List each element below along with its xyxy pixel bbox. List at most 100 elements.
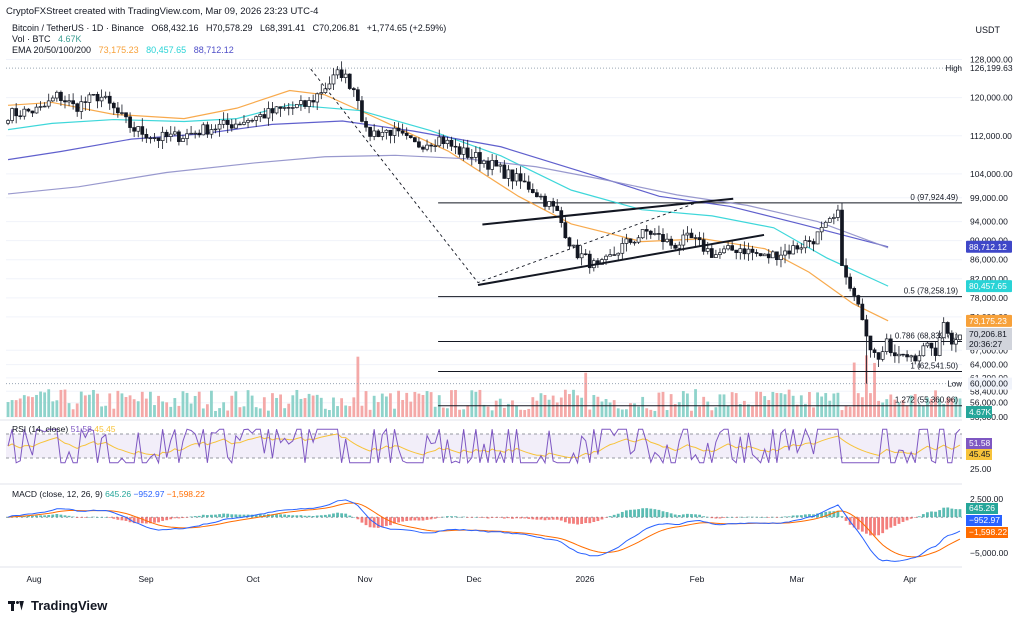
candle (453, 138, 458, 155)
x-tick-label: Dec (466, 574, 482, 584)
candle-body (461, 147, 466, 155)
macd-hist-bar (352, 517, 356, 518)
macd-hist-bar (771, 516, 775, 518)
volume-bar (726, 405, 730, 417)
volume-bar (153, 405, 156, 417)
volume-label[interactable]: Vol · BTC (12, 34, 51, 44)
candle (79, 95, 84, 120)
candle (758, 253, 763, 257)
macd-hist-bar (954, 509, 958, 518)
macd-hist-bar (462, 516, 466, 518)
volume-bar (368, 409, 372, 417)
volume-bar (409, 401, 413, 417)
macd-hist-bar (205, 515, 209, 518)
macd-hist-bar (124, 517, 128, 521)
candle-body (124, 112, 128, 118)
volume-bar (6, 402, 10, 417)
candle-body (205, 124, 210, 135)
macd-hist-bar (478, 517, 482, 518)
candle-body (14, 108, 19, 117)
volume-bar (319, 397, 323, 417)
tradingview-logo[interactable]: TradingView (8, 598, 107, 613)
macd-hist-bar (873, 517, 876, 536)
macd-hist-bar (401, 517, 405, 522)
candle-body (949, 333, 954, 345)
volume-bar (498, 398, 502, 417)
candle-body (888, 338, 893, 354)
candle (38, 101, 43, 111)
candle-body (140, 126, 145, 135)
candle-body (209, 129, 214, 135)
candle (628, 238, 633, 245)
candle (575, 239, 580, 260)
candle (99, 89, 104, 108)
macd-hist-bar (323, 514, 327, 518)
candle (107, 91, 112, 110)
volume-bar (262, 397, 266, 417)
candle (539, 193, 543, 200)
volume-bar (100, 406, 103, 417)
candle-body (441, 136, 446, 145)
candle-body (856, 295, 861, 305)
candle-body (624, 238, 629, 244)
macd-hist-bar (527, 517, 531, 519)
macd-title[interactable]: MACD (close, 12, 26, 9) (12, 489, 103, 499)
currency-label: USDT (975, 25, 1001, 35)
candle-body (356, 89, 360, 101)
x-tick-label: Mar (790, 574, 805, 584)
candle-body (705, 248, 710, 252)
macd-hist-bar (409, 517, 413, 521)
macd-hist-bar (502, 517, 506, 519)
macd-hist-bar (930, 511, 933, 518)
candle (55, 90, 59, 102)
macd-hist-bar (690, 514, 693, 518)
candle-body (815, 231, 820, 245)
macd-legend-macd: −952.97 (133, 489, 165, 499)
volume-bar (502, 407, 506, 417)
candle-body (490, 160, 494, 170)
candle-body (250, 119, 254, 122)
macd-hist-bar (714, 517, 718, 519)
macd-hist-bar (779, 517, 783, 518)
candle-body (116, 107, 120, 114)
macd-hist-bar (840, 516, 844, 518)
candle-body (506, 169, 511, 179)
candle (250, 118, 254, 123)
candle (18, 110, 23, 120)
ema200-line (7, 154, 889, 249)
candle (929, 342, 934, 356)
candle (742, 241, 747, 260)
rsi-title[interactable]: RSI (14, close) (12, 424, 69, 434)
high-tag-value: 126,199.63 (970, 63, 1013, 73)
ema50-price-tag-bg (966, 280, 1012, 293)
candle (563, 217, 568, 239)
macd-hist-bar (486, 517, 490, 519)
volume-bar (917, 404, 921, 417)
ohlc-high: H70,578.29 (205, 23, 253, 33)
ema-label[interactable]: EMA 20/50/100/200 (12, 45, 92, 55)
candle (22, 106, 27, 120)
volume-bar (926, 397, 929, 417)
macd-hist-bar (291, 515, 295, 518)
volume-bar (852, 362, 856, 417)
macd-tick-label: −5,000.00 (970, 548, 1008, 558)
volume-bar (893, 399, 897, 417)
candle-body (59, 91, 63, 101)
volume-bar (291, 395, 295, 417)
volume-bar (389, 393, 392, 417)
candle (376, 129, 381, 138)
macd-hist-bar (458, 516, 461, 518)
volume-bar (328, 410, 331, 417)
macd-hist-bar (673, 514, 677, 518)
macd-hist-bar (791, 515, 795, 518)
macd-hist-bar (441, 516, 445, 518)
rsi-ma-tag: 45.45 (969, 449, 991, 459)
volume-bar (645, 408, 649, 417)
symbol-name[interactable]: Bitcoin / TetherUS · 1D · Binance (12, 23, 144, 33)
candle-body (258, 114, 263, 118)
candle (217, 118, 222, 137)
candle (852, 286, 857, 302)
candle (937, 330, 942, 357)
volume-bar (39, 391, 42, 417)
